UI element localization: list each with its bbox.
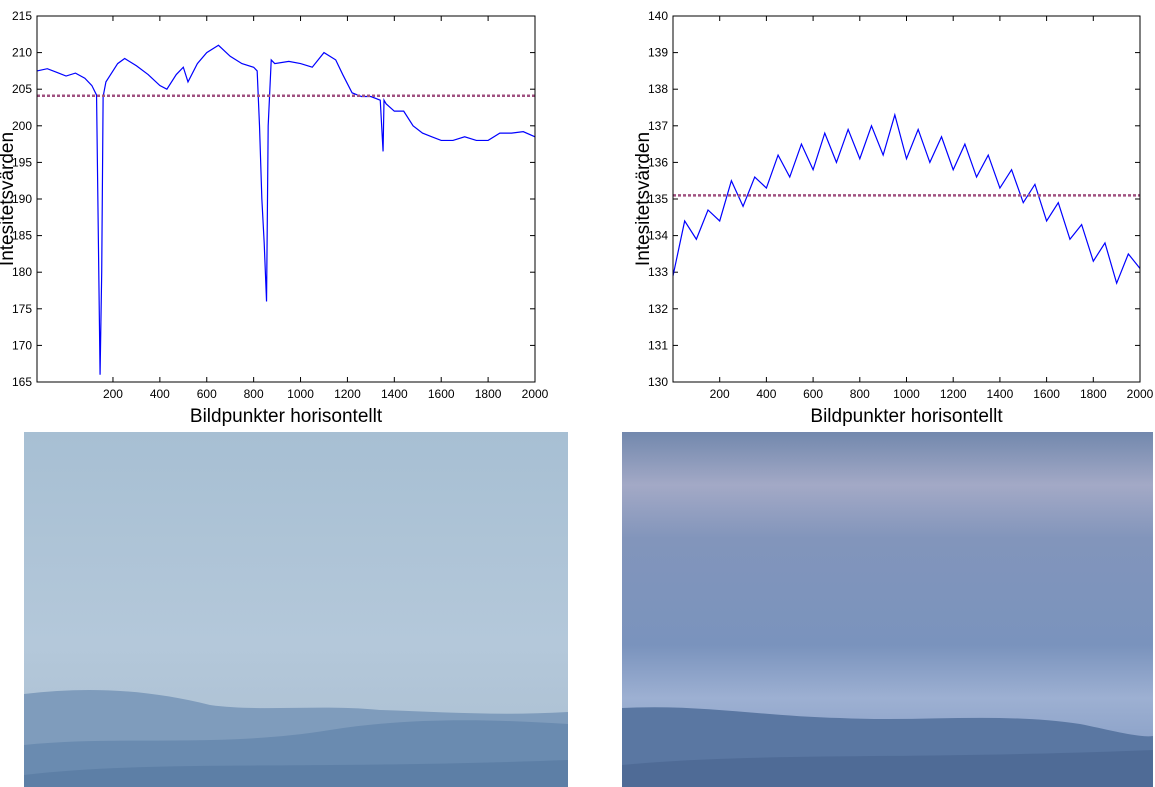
x-tick-label: 200 [103, 387, 123, 401]
x-axis-label: Bildpunkter horisontellt [810, 406, 1003, 427]
y-tick-label: 205 [12, 82, 32, 96]
photo-left [24, 432, 568, 787]
data-line [36, 44, 536, 375]
y-tick-label: 130 [648, 375, 668, 389]
y-tick-label: 131 [648, 338, 668, 352]
y-tick-label: 137 [648, 119, 668, 133]
y-tick-label: 215 [12, 9, 32, 23]
y-tick-label: 134 [648, 229, 668, 243]
y-tick-label: 175 [12, 302, 32, 316]
x-tick-label: 400 [756, 387, 776, 401]
x-tick-label: 1600 [428, 387, 455, 401]
y-tick-label: 135 [648, 192, 668, 206]
y-tick-label: 133 [648, 265, 668, 279]
x-tick-label: 2000 [1127, 387, 1154, 401]
y-tick-label: 195 [12, 155, 32, 169]
x-tick-label: 1000 [893, 387, 920, 401]
x-tick-label: 1800 [1080, 387, 1107, 401]
x-tick-label: 800 [850, 387, 870, 401]
data-line [672, 112, 1141, 286]
y-tick-label: 132 [648, 302, 668, 316]
y-tick-label: 190 [12, 192, 32, 206]
chart: 130 131 132 133 134 135 136 137 138 139 140 200 400 6… [633, 9, 1154, 427]
y-tick-label: 165 [12, 375, 32, 389]
plot-frame [672, 15, 1141, 383]
x-tick-label: 1200 [940, 387, 967, 401]
y-tick-label: 138 [648, 82, 668, 96]
x-tick-label: 1400 [987, 387, 1014, 401]
y-tick-label: 170 [12, 338, 32, 352]
y-tick-label: 185 [12, 229, 32, 243]
y-axis-label: Intesitetsvärden [633, 132, 654, 266]
x-tick-label: 1200 [334, 387, 361, 401]
plot-frame [36, 15, 536, 383]
y-tick-label: 139 [648, 46, 668, 60]
x-tick-label: 200 [710, 387, 730, 401]
x-tick-label: 400 [150, 387, 170, 401]
x-tick-label: 800 [244, 387, 264, 401]
x-axis-label: Bildpunkter horisontellt [190, 406, 383, 427]
plot-area [37, 16, 535, 382]
plot-area [673, 16, 1140, 382]
x-tick-label: 600 [197, 387, 217, 401]
x-tick-label: 1600 [1033, 387, 1060, 401]
y-tick-label: 180 [12, 265, 32, 279]
y-tick-label: 136 [648, 155, 668, 169]
y-tick-label: 140 [648, 9, 668, 23]
x-tick-label: 2000 [522, 387, 549, 401]
x-tick-label: 1400 [381, 387, 408, 401]
y-tick-label: 200 [12, 119, 32, 133]
chart: 165 170 175 180 185 190 195 200 205 210 215 200 400 6… [0, 9, 549, 427]
y-axis-label: Intesitetsvärden [0, 132, 18, 266]
x-tick-label: 1800 [475, 387, 502, 401]
photo-right [622, 432, 1153, 787]
x-tick-label: 1000 [287, 387, 314, 401]
y-tick-label: 210 [12, 46, 32, 60]
x-tick-label: 600 [803, 387, 823, 401]
